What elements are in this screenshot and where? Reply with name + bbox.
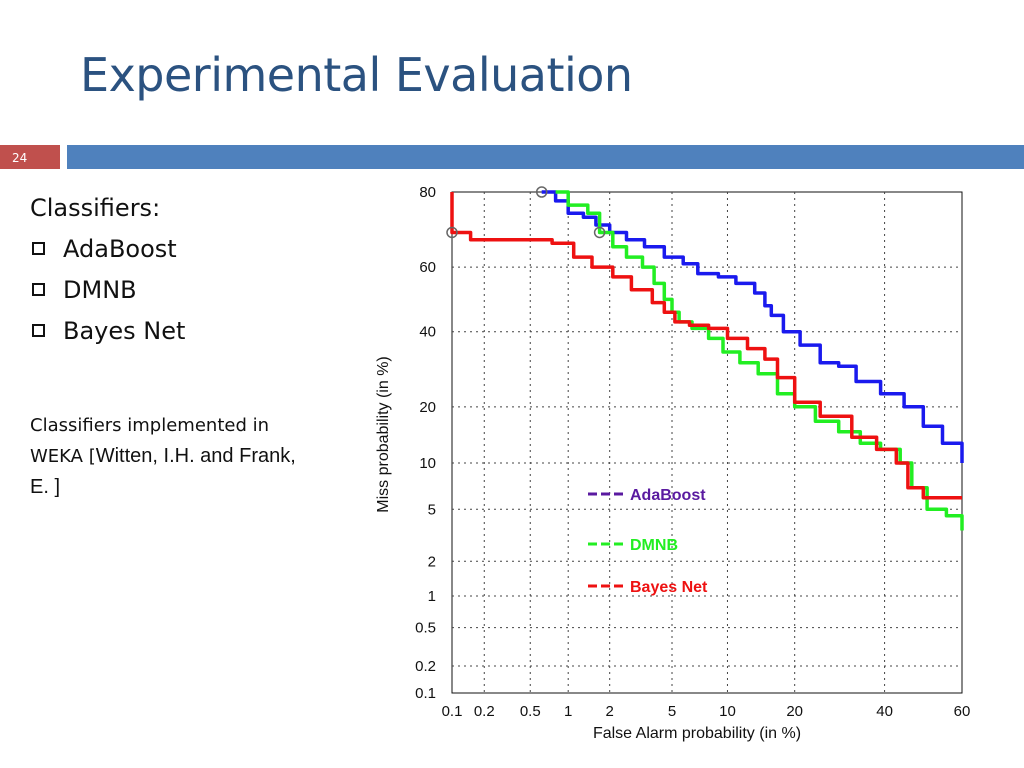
slide-number: 24 — [0, 145, 60, 169]
legend-label: AdaBoost — [630, 487, 706, 504]
series-line-dmnb — [555, 190, 964, 531]
y-tick-label: 1 — [428, 588, 436, 605]
weka-note: Classifiers implemented in WEKA [Witten,… — [30, 411, 320, 503]
x-tick-label: 2 — [606, 703, 614, 720]
note-citation: Witten, I.H. and Frank, E. ] — [30, 445, 296, 498]
y-axis-label: Miss probability (in %) — [375, 356, 392, 512]
y-tick-label: 80 — [419, 184, 436, 201]
operating-point-marker — [593, 226, 606, 239]
slide-accent-bar — [67, 145, 1024, 169]
y-tick-label: 0.2 — [415, 658, 436, 675]
y-tick-label: 0.5 — [415, 620, 436, 637]
square-bullet-icon — [32, 242, 45, 255]
y-tick-label: 10 — [419, 455, 436, 472]
y-tick-label: 0.1 — [415, 685, 436, 702]
square-bullet-icon — [32, 324, 45, 337]
x-tick-label: 1 — [564, 703, 572, 720]
note-text: Classifiers implemented in WEKA [ — [30, 415, 270, 467]
y-tick-label: 40 — [419, 324, 436, 341]
bullet-bayes-net: Bayes Net — [30, 310, 350, 351]
slide-title: Experimental Evaluation — [80, 48, 633, 102]
operating-point-marker — [535, 186, 548, 198]
x-tick-label: 0.2 — [474, 703, 495, 720]
x-tick-label: 60 — [954, 703, 971, 720]
square-bullet-icon — [32, 283, 45, 296]
legend-label: DMNB — [630, 537, 678, 554]
y-tick-label: 60 — [419, 259, 436, 276]
x-axis-label: False Alarm probability (in %) — [593, 725, 801, 742]
x-tick-label: 5 — [668, 703, 676, 720]
y-tick-label: 20 — [419, 399, 436, 416]
classifiers-heading: Classifiers: — [30, 194, 161, 222]
classifier-text-panel: Classifiers: AdaBoost DMNB Bayes Net Cla… — [30, 194, 350, 503]
bullet-label: DMNB — [63, 275, 137, 304]
x-tick-label: 0.5 — [520, 703, 541, 720]
x-tick-label: 10 — [719, 703, 736, 720]
x-tick-label: 20 — [786, 703, 803, 720]
bullet-dmnb: DMNB — [30, 269, 350, 310]
series-line-bayes-net — [450, 192, 962, 500]
x-tick-label: 40 — [876, 703, 893, 720]
y-tick-label: 2 — [428, 553, 436, 570]
operating-point-marker — [446, 226, 458, 239]
y-tick-label: 5 — [428, 501, 436, 518]
bullet-label: Bayes Net — [63, 316, 186, 345]
bullet-adaboost: AdaBoost — [30, 228, 350, 269]
x-tick-label: 0.1 — [442, 703, 463, 720]
legend-label: Bayes Net — [630, 579, 708, 596]
bullet-label: AdaBoost — [63, 234, 177, 263]
